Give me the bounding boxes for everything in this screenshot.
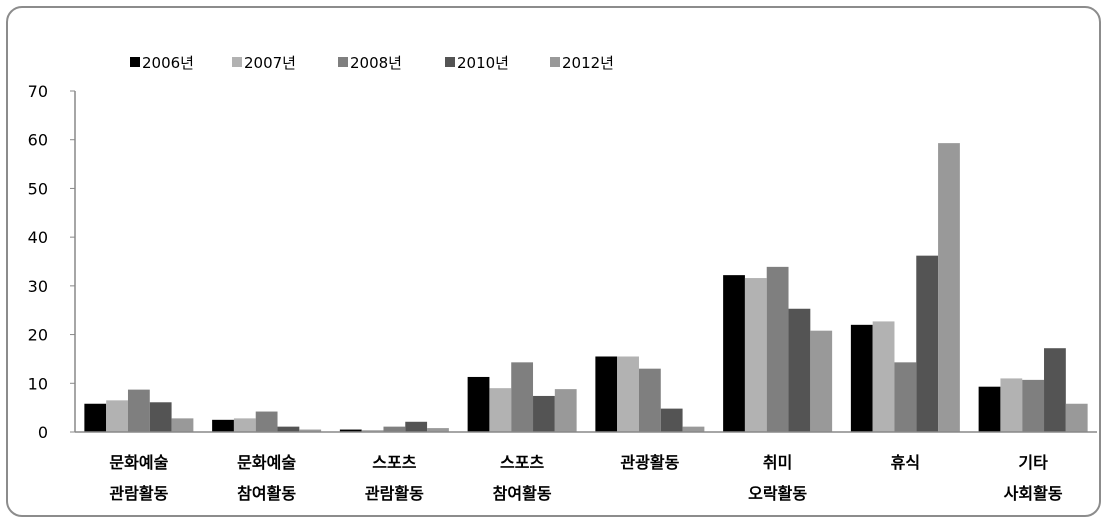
x-category-label: 문화예술 xyxy=(109,453,168,472)
bars xyxy=(84,143,1088,433)
x-category-label: 관람활동 xyxy=(109,484,168,503)
bar xyxy=(978,386,1001,432)
bar xyxy=(489,388,512,432)
bar xyxy=(1044,348,1066,432)
legend-label: 2008년 xyxy=(350,54,402,72)
y-tick-label: 40 xyxy=(28,228,48,247)
legend-label: 2010년 xyxy=(457,54,509,72)
legend-swatch xyxy=(445,57,455,67)
bar xyxy=(171,418,194,432)
x-category-label: 문화예술 xyxy=(237,453,296,472)
bar xyxy=(277,426,300,432)
x-category-label: 관람활동 xyxy=(365,484,424,503)
bar xyxy=(1022,379,1045,432)
legend-swatch xyxy=(130,57,140,67)
bar xyxy=(938,143,960,433)
x-category-label: 스포츠 xyxy=(500,453,544,472)
bar xyxy=(149,402,172,432)
x-category-label: 관광활동 xyxy=(620,453,679,472)
bar xyxy=(872,321,895,432)
bar xyxy=(127,389,150,432)
bar xyxy=(554,389,577,432)
bar xyxy=(1000,378,1023,432)
bar xyxy=(1065,403,1088,432)
x-category-label: 휴식 xyxy=(891,453,920,472)
bar xyxy=(660,408,683,432)
y-tick-label: 30 xyxy=(28,277,48,296)
legend-swatch xyxy=(550,57,560,67)
bar xyxy=(916,255,939,432)
legend-label: 2006년 xyxy=(142,54,194,72)
bar xyxy=(788,308,811,432)
bar xyxy=(339,429,362,432)
y-tick-label: 20 xyxy=(28,326,48,345)
x-category-label: 사회활동 xyxy=(1004,484,1063,503)
bar xyxy=(617,356,639,432)
bar xyxy=(233,418,256,432)
bar xyxy=(894,362,917,432)
bar xyxy=(810,330,833,432)
y-axis-ticks: 0 10 20 30 40 50 60 70 xyxy=(28,82,75,442)
y-tick-label: 0 xyxy=(38,423,48,442)
bar xyxy=(723,275,745,432)
y-tick-label: 50 xyxy=(28,179,48,198)
bar xyxy=(850,324,873,432)
bar xyxy=(84,403,107,432)
bar xyxy=(595,356,618,432)
bar xyxy=(682,426,705,432)
bar xyxy=(383,426,406,432)
y-tick-label: 70 xyxy=(28,82,48,101)
x-category-label: 참여활동 xyxy=(237,484,296,503)
x-category-label: 오락활동 xyxy=(748,484,807,503)
legend-label: 2012년 xyxy=(562,54,614,72)
y-tick-label: 60 xyxy=(28,131,48,150)
bar xyxy=(533,395,555,432)
y-tick-label: 10 xyxy=(28,374,48,393)
bar xyxy=(638,368,661,432)
bar xyxy=(744,278,767,432)
bar xyxy=(299,429,322,432)
x-category-label: 참여활동 xyxy=(493,484,552,503)
legend-swatch xyxy=(338,57,348,67)
bar xyxy=(511,362,534,432)
x-category-label: 스포츠 xyxy=(372,453,416,472)
bar xyxy=(405,421,428,432)
bar xyxy=(106,400,128,432)
x-category-label: 기타 xyxy=(1018,453,1048,472)
x-category-label: 취미 xyxy=(763,453,792,472)
legend-swatch xyxy=(232,57,242,67)
bar xyxy=(361,430,384,432)
bar xyxy=(766,266,789,432)
bar xyxy=(467,376,490,432)
bar xyxy=(255,411,278,432)
bar xyxy=(427,428,449,432)
chart-legend: 2006년 2007년 2008년 2010년 2012년 xyxy=(130,54,614,72)
bar xyxy=(212,419,234,432)
legend-label: 2007년 xyxy=(244,54,296,72)
axes xyxy=(74,91,1097,433)
